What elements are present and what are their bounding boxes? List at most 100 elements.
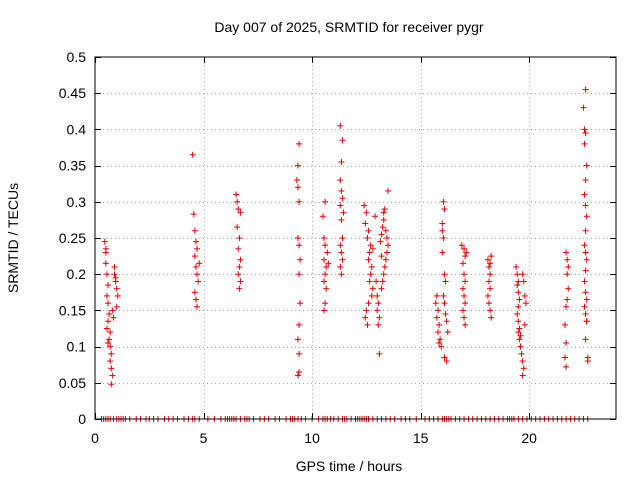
data-point [516, 296, 523, 303]
data-point [362, 314, 369, 321]
data-point [382, 256, 389, 263]
data-point [380, 216, 387, 223]
y-tick-label: 0.2 [67, 266, 87, 282]
data-point [110, 314, 117, 321]
data-point [339, 235, 346, 241]
data-point [487, 285, 494, 292]
data-point [237, 209, 244, 216]
data-point [366, 278, 373, 285]
data-point [487, 271, 494, 278]
data-point [323, 263, 330, 270]
data-point [458, 242, 465, 249]
data-point [106, 336, 113, 343]
data-point [461, 271, 468, 278]
data-point [517, 332, 524, 339]
data-point [437, 336, 444, 343]
data-point [440, 198, 447, 205]
data-point [438, 343, 445, 350]
data-point [514, 271, 521, 278]
axis-ticks: 0 0.05 0.1 0.15 0.2 0.25 0.3 0.35 0.4 0.45 0.5 0 5 10… [59, 49, 616, 446]
data-point [296, 242, 303, 249]
data-point [486, 278, 493, 285]
data-point [519, 372, 526, 379]
data-point [441, 354, 448, 361]
data-point [365, 300, 372, 307]
data-point [103, 271, 110, 278]
data-point [376, 350, 383, 357]
data-point [439, 249, 446, 256]
data-point [462, 300, 469, 307]
y-tick-label: 0.45 [59, 85, 86, 101]
data-point [582, 177, 589, 184]
data-point [337, 122, 344, 129]
data-point [583, 213, 590, 220]
data-point [378, 231, 385, 238]
data-point [484, 256, 491, 263]
data-point [583, 318, 590, 325]
data-point [515, 329, 522, 336]
data-point [516, 336, 523, 343]
data-point [105, 318, 112, 325]
data-point [383, 249, 390, 256]
data-point [375, 300, 382, 307]
data-point [363, 307, 370, 314]
data-point [443, 318, 450, 325]
data-point [513, 263, 520, 270]
data-point [563, 249, 570, 256]
data-point [189, 151, 196, 158]
y-tick-label: 0.35 [59, 158, 86, 174]
data-point [236, 285, 243, 292]
data-point [583, 296, 590, 303]
data-point [106, 311, 113, 318]
data-point [442, 278, 449, 285]
data-point [322, 198, 329, 205]
data-point [107, 329, 114, 336]
data-point [324, 249, 331, 256]
data-point [337, 177, 344, 184]
data-point [376, 314, 383, 321]
data-point [440, 292, 447, 299]
data-point [369, 285, 376, 292]
data-point [432, 300, 439, 307]
data-point [294, 184, 301, 191]
data-point [102, 260, 109, 267]
data-point [486, 300, 493, 307]
y-tick-label: 0 [78, 411, 86, 427]
data-point [488, 253, 495, 260]
data-point [487, 307, 494, 314]
data-point [385, 187, 392, 194]
data-point [461, 314, 468, 321]
data-point [323, 285, 330, 292]
data-point [459, 307, 466, 314]
data-point [439, 220, 446, 227]
data-point [297, 256, 304, 263]
data-point [565, 263, 572, 270]
y-tick-label: 0.05 [59, 375, 86, 391]
data-point [433, 314, 440, 321]
data-point [444, 329, 451, 336]
data-point [372, 213, 379, 220]
data-point [235, 245, 242, 252]
y-tick-label: 0.1 [67, 339, 87, 355]
data-point [440, 235, 447, 241]
data-point [296, 271, 303, 278]
data-point [103, 292, 110, 299]
data-point [459, 260, 466, 267]
data-point [113, 285, 120, 292]
data-point [337, 202, 344, 209]
data-point [235, 271, 242, 278]
data-point [461, 245, 468, 252]
data-point [459, 285, 466, 292]
data-point [191, 289, 198, 296]
data-point [380, 209, 387, 216]
data-point [338, 271, 345, 278]
data-point [519, 358, 526, 365]
data-point [582, 227, 589, 234]
data-point [296, 368, 303, 375]
data-point [111, 271, 118, 278]
grid-lines [95, 57, 616, 419]
data-point [436, 339, 443, 346]
data-point [363, 209, 370, 216]
